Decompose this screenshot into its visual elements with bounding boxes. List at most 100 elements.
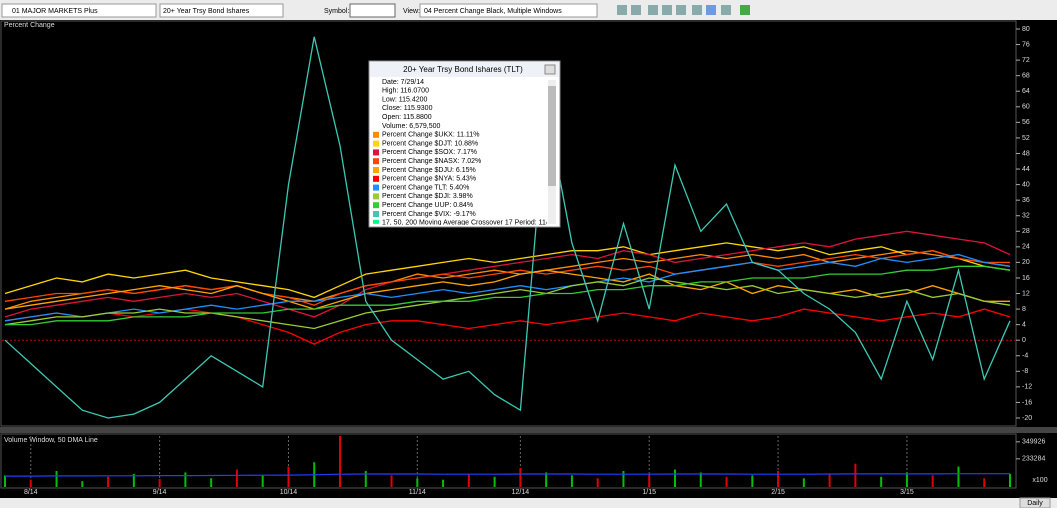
series-line bbox=[4, 230, 1011, 318]
volume-bar bbox=[1009, 473, 1011, 487]
volume-bar bbox=[983, 478, 986, 487]
popup-close[interactable] bbox=[544, 64, 556, 75]
scrollbar[interactable] bbox=[0, 498, 1057, 508]
volume-unit: x100 bbox=[1032, 477, 1047, 484]
volume-bar bbox=[828, 473, 831, 487]
legend-entry: Percent Change $SOX: 7.17% bbox=[382, 149, 477, 156]
volume-bar bbox=[55, 470, 58, 487]
volume-bar bbox=[287, 466, 290, 487]
volume-bar bbox=[957, 466, 960, 487]
period-text: Daily bbox=[1027, 500, 1043, 507]
y-tick-label: -12 bbox=[1022, 384, 1032, 391]
security-select[interactable] bbox=[159, 3, 284, 18]
volume-bar bbox=[364, 470, 367, 487]
volume-bar bbox=[725, 476, 728, 487]
workspace-select[interactable] bbox=[1, 3, 157, 18]
y-tick-label: 32 bbox=[1022, 213, 1030, 220]
legend-swatch bbox=[373, 140, 379, 147]
volume-bar bbox=[235, 469, 238, 487]
volume-bar bbox=[545, 472, 548, 487]
x-tick-label: 2/15 bbox=[771, 489, 785, 496]
view-label: View: bbox=[403, 8, 420, 15]
pane-title: Percent Change bbox=[4, 22, 55, 29]
popup-info: Volume: 6,579,500 bbox=[382, 123, 440, 130]
view-text: 04 Percent Change Black, Multiple Window… bbox=[424, 8, 562, 15]
volume-bar bbox=[29, 479, 32, 487]
volume-pane bbox=[0, 433, 1017, 489]
y-tick-label: 4 bbox=[1022, 321, 1026, 328]
popup-scroll-thumb[interactable] bbox=[548, 86, 556, 186]
legend-entry: Percent Change TLT: 5.40% bbox=[382, 184, 469, 191]
legend-swatch bbox=[373, 184, 379, 191]
toolbar-icons[interactable] bbox=[617, 5, 750, 15]
volume-bar bbox=[905, 472, 908, 487]
pane-splitter[interactable] bbox=[0, 427, 1057, 433]
volume-bar bbox=[751, 475, 754, 487]
series-line bbox=[4, 277, 1011, 330]
legend-swatch bbox=[373, 175, 379, 182]
y-tick-label: -16 bbox=[1022, 399, 1032, 406]
x-tick-label: 10/14 bbox=[280, 489, 298, 496]
x-tick-label: 9/14 bbox=[153, 489, 167, 496]
volume-bar bbox=[931, 475, 934, 487]
volume-bar bbox=[261, 475, 264, 487]
volume-bar bbox=[339, 436, 341, 487]
volume-bar bbox=[519, 468, 522, 487]
legend-entry: Percent Change $VIX: -9.17% bbox=[382, 211, 476, 218]
y-tick-label: 68 bbox=[1022, 73, 1030, 80]
volume-bar bbox=[467, 473, 470, 487]
y-tick-label: 24 bbox=[1022, 244, 1030, 251]
volume-bar bbox=[210, 478, 213, 487]
period-button[interactable] bbox=[1019, 497, 1051, 508]
y-tick-label: 76 bbox=[1022, 41, 1030, 48]
y-tick-label: 0 bbox=[1022, 337, 1026, 344]
y-tick-label: 60 bbox=[1022, 104, 1030, 111]
series-line bbox=[4, 36, 1011, 419]
y-tick-label: 233284 bbox=[1022, 456, 1045, 463]
volume-bar bbox=[777, 470, 780, 487]
legend-swatch bbox=[373, 158, 379, 165]
y-tick-label: -8 bbox=[1022, 368, 1028, 375]
y-tick-label: -4 bbox=[1022, 353, 1028, 360]
volume-bar bbox=[674, 469, 676, 487]
volume-title: Volume Window, 50 DMA Line bbox=[4, 437, 98, 444]
security-text: 20+ Year Trsy Bond Ishares bbox=[163, 8, 250, 15]
y-tick-label: 8 bbox=[1022, 306, 1026, 313]
series-line bbox=[4, 242, 1011, 299]
popup-info: Date: 7/29/14 bbox=[382, 79, 424, 86]
volume-bar bbox=[854, 463, 857, 487]
popup-footer: 17, 50, 200 Moving Average Crossover 17 … bbox=[382, 220, 567, 227]
legend-entry: Percent Change $DJT: 10.88% bbox=[382, 140, 478, 147]
volume-bar bbox=[416, 478, 419, 487]
y-tick-label: 12 bbox=[1022, 290, 1030, 297]
y-tick-label: 40 bbox=[1022, 181, 1030, 188]
legend-swatch bbox=[373, 211, 379, 217]
legend-swatch bbox=[373, 193, 379, 200]
x-tick-label: 1/15 bbox=[642, 489, 656, 496]
popup-info: Low: 115.4200 bbox=[382, 96, 428, 103]
volume-bar bbox=[648, 473, 651, 487]
popup-title: 20+ Year Trsy Bond Ishares (TLT) bbox=[403, 65, 523, 74]
y-tick-label: 20 bbox=[1022, 259, 1030, 266]
y-tick-label: 72 bbox=[1022, 57, 1030, 64]
y-tick-label: 56 bbox=[1022, 119, 1030, 126]
legend-entry: Percent Change $DJI: 3.98% bbox=[382, 193, 473, 200]
volume-bar bbox=[699, 472, 702, 487]
view-select[interactable] bbox=[419, 3, 598, 18]
workspace-text: 01 MAJOR MARKETS Plus bbox=[12, 8, 98, 15]
legend-swatch bbox=[373, 167, 379, 173]
volume-bar bbox=[570, 475, 573, 487]
volume-bar bbox=[107, 476, 110, 487]
x-tick-label: 11/14 bbox=[409, 489, 426, 496]
popup-info: High: 116.0700 bbox=[382, 88, 429, 95]
symbol-input[interactable] bbox=[349, 3, 396, 18]
y-tick-label: 44 bbox=[1022, 166, 1030, 173]
volume-bar bbox=[880, 476, 883, 487]
popup-info: Close: 115.9300 bbox=[382, 105, 433, 112]
y-tick-label: 64 bbox=[1022, 88, 1030, 95]
y-tick-label: 80 bbox=[1022, 26, 1030, 33]
legend-entry: Percent Change UUP: 0.84% bbox=[382, 202, 473, 209]
volume-bar bbox=[596, 478, 599, 487]
